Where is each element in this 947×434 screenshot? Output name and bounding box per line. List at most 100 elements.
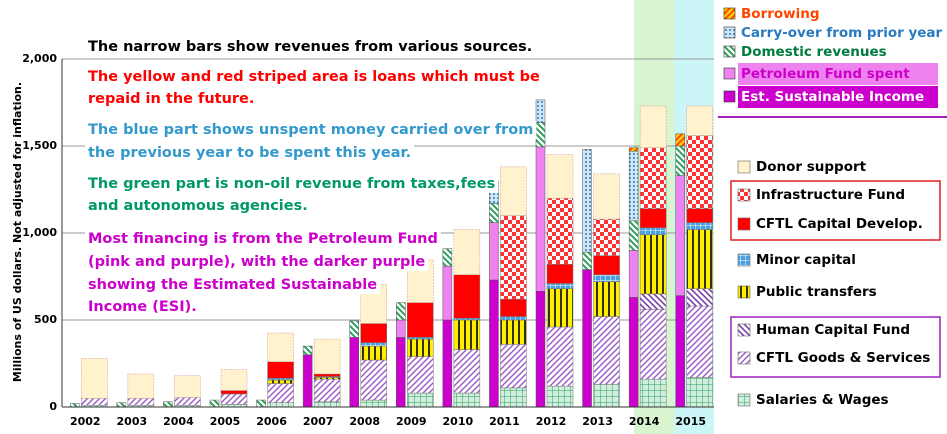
annotation: showing the Estimated Sustainable xyxy=(88,277,377,293)
expenditure-bar xyxy=(593,255,620,276)
expenditure-bar xyxy=(313,377,341,380)
revenue-bar xyxy=(396,319,406,338)
annotations: The narrow bars show revenues from vario… xyxy=(85,38,544,316)
legend-label: Carry-over from prior year xyxy=(741,25,943,41)
expenditure-bar xyxy=(500,387,527,408)
expenditure-bar xyxy=(81,358,108,399)
annotation: The green part is non-oil revenue from t… xyxy=(88,176,495,192)
legend: Est. Sustainable Income Petroleum Fund sp… xyxy=(718,6,947,408)
legend-label: Petroleum Fund spent xyxy=(741,66,910,82)
expenditure-bar xyxy=(686,288,713,307)
expenditure-bar xyxy=(313,378,341,403)
annotation: repaid in the future. xyxy=(88,91,254,107)
expenditure-bar xyxy=(407,302,434,338)
expenditure-bar xyxy=(593,384,620,408)
plot: 0 500 1,000 1,500 2,000 2002 2003 2004 2005 2006 2… xyxy=(22,52,714,428)
expenditure-bar xyxy=(313,373,341,377)
revenue-bar xyxy=(675,133,685,147)
expenditure-bar xyxy=(686,229,713,289)
x-tick-label: 2009 xyxy=(396,415,427,428)
expenditure-bar xyxy=(639,309,667,380)
x-tick-label: 2007 xyxy=(303,415,334,428)
legend-swatch xyxy=(737,323,751,337)
revenue-bar xyxy=(302,354,313,408)
expenditure-bar xyxy=(500,316,527,321)
expenditure-bar xyxy=(220,390,248,395)
y-tick-label: 1,500 xyxy=(22,139,57,152)
legend-label: Domestic revenues xyxy=(741,44,887,60)
revenue-bar xyxy=(396,302,406,321)
legend-swatch xyxy=(737,285,751,299)
expenditure-bar xyxy=(407,356,434,394)
revenue-bar xyxy=(675,175,685,296)
annotation-bg xyxy=(85,90,258,108)
x-tick-label: 2010 xyxy=(443,415,474,428)
revenue-bar xyxy=(489,222,499,281)
expenditure-bar xyxy=(453,349,481,394)
expenditure-bar xyxy=(500,166,527,216)
revenue-bar xyxy=(302,345,313,356)
annotation-bg xyxy=(85,253,429,271)
x-tick-label: 2006 xyxy=(256,415,287,428)
expenditure-bar xyxy=(639,147,667,209)
expenditure-bar xyxy=(639,227,667,235)
x-tick-label: 2012 xyxy=(536,415,567,428)
expenditure-bar xyxy=(220,369,248,391)
legend-bg xyxy=(738,86,938,108)
expenditure-bar xyxy=(686,105,713,136)
expenditure-bar xyxy=(686,222,713,230)
legend-label: Salaries & Wages xyxy=(756,392,889,408)
revenue-bar xyxy=(628,220,639,251)
expenditure-bar xyxy=(81,398,108,406)
revenue-bar xyxy=(349,320,359,338)
revenue-bar xyxy=(675,145,685,176)
expenditure-bar xyxy=(546,326,574,387)
legend-label: Public transfers xyxy=(756,284,877,300)
annotation-bg xyxy=(85,230,441,248)
y-tick-label: 1,000 xyxy=(22,226,57,239)
annotation: (pink and purple), with the darker purpl… xyxy=(88,254,425,270)
y-axis-label: Millions of US dollars. Not adjusted for… xyxy=(11,82,24,382)
annotation: Income (ESI). xyxy=(88,299,197,315)
legend-bg xyxy=(738,63,938,85)
expenditure-bar xyxy=(453,274,481,319)
legend-swatch xyxy=(737,393,751,407)
expenditure-bar xyxy=(500,215,527,300)
expenditure-bar xyxy=(174,397,201,406)
revenue-bar xyxy=(628,147,639,152)
annotation: The narrow bars show revenues from vario… xyxy=(88,39,532,55)
revenue-bar xyxy=(396,337,406,408)
x-tick-label: 2004 xyxy=(163,415,194,428)
x-tick-label: 2008 xyxy=(349,415,380,428)
revenue-bar xyxy=(582,251,592,270)
expenditure-bar xyxy=(407,337,434,340)
revenue-bar xyxy=(628,150,639,222)
expenditure-bar xyxy=(267,379,294,384)
legend-label: CFTL Goods & Services xyxy=(756,350,930,366)
annotation: Most financing is from the Petroleum Fun… xyxy=(88,231,438,247)
legend-swatch xyxy=(723,26,736,39)
annotation-bg xyxy=(85,197,311,215)
expenditure-bar xyxy=(546,197,574,265)
x-tick-label: 2013 xyxy=(582,415,613,428)
expenditure-bar xyxy=(546,288,574,328)
legend-label: Human Capital Fund xyxy=(756,322,910,338)
revenue-bar xyxy=(209,399,220,408)
expenditure-bar xyxy=(546,385,574,408)
expenditure-bar xyxy=(127,398,155,406)
revenue-bar xyxy=(489,279,499,408)
y-tick-label: 2,000 xyxy=(22,52,57,65)
expenditure-bar xyxy=(593,316,620,385)
revenue-bar xyxy=(70,403,80,408)
revenue-bar xyxy=(442,319,453,408)
expenditure-bar xyxy=(407,392,434,408)
expenditure-bar xyxy=(267,402,294,408)
revenue-bar xyxy=(349,337,359,408)
expenditure-bar xyxy=(686,208,713,223)
expenditure-bar xyxy=(313,338,341,375)
expenditure-bar xyxy=(639,234,667,295)
x-tick-label: 2011 xyxy=(489,415,520,428)
expenditure-bar xyxy=(267,361,294,379)
expenditure-bar xyxy=(360,399,387,408)
revenue-bar xyxy=(628,297,639,408)
